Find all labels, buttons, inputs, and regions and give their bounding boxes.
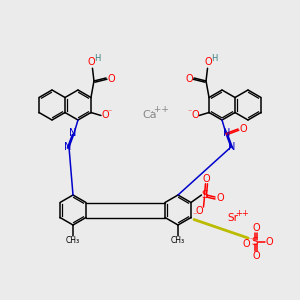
Text: O: O: [242, 239, 250, 249]
Text: CH₃: CH₃: [171, 236, 185, 245]
Text: O: O: [216, 193, 224, 203]
Text: S: S: [201, 190, 208, 200]
Text: H: H: [211, 54, 218, 63]
Text: O: O: [191, 110, 199, 121]
Text: O: O: [107, 74, 115, 84]
Text: Sr: Sr: [227, 213, 239, 223]
Text: N: N: [64, 142, 72, 152]
Text: O: O: [205, 57, 212, 67]
Text: N: N: [228, 142, 236, 152]
Text: .++: .++: [151, 104, 169, 113]
Text: O: O: [196, 206, 203, 216]
Text: O: O: [101, 110, 109, 121]
Text: ⁻: ⁻: [188, 107, 192, 116]
Text: Ca: Ca: [143, 110, 157, 120]
Text: N: N: [69, 128, 77, 139]
Text: ⁻: ⁻: [108, 107, 112, 116]
Text: N: N: [223, 128, 231, 139]
Text: ⁻: ⁻: [248, 236, 252, 244]
Text: O: O: [185, 74, 193, 84]
Text: ⁻: ⁻: [192, 211, 197, 220]
Text: O: O: [252, 223, 260, 233]
Text: ++: ++: [235, 209, 249, 218]
Text: O: O: [266, 237, 273, 247]
Text: O: O: [88, 57, 95, 67]
Text: H: H: [94, 54, 101, 63]
Text: O: O: [239, 124, 247, 134]
Text: S: S: [252, 237, 258, 247]
Text: CH₃: CH₃: [66, 236, 80, 245]
Text: O: O: [252, 251, 260, 261]
Text: O: O: [203, 174, 210, 184]
